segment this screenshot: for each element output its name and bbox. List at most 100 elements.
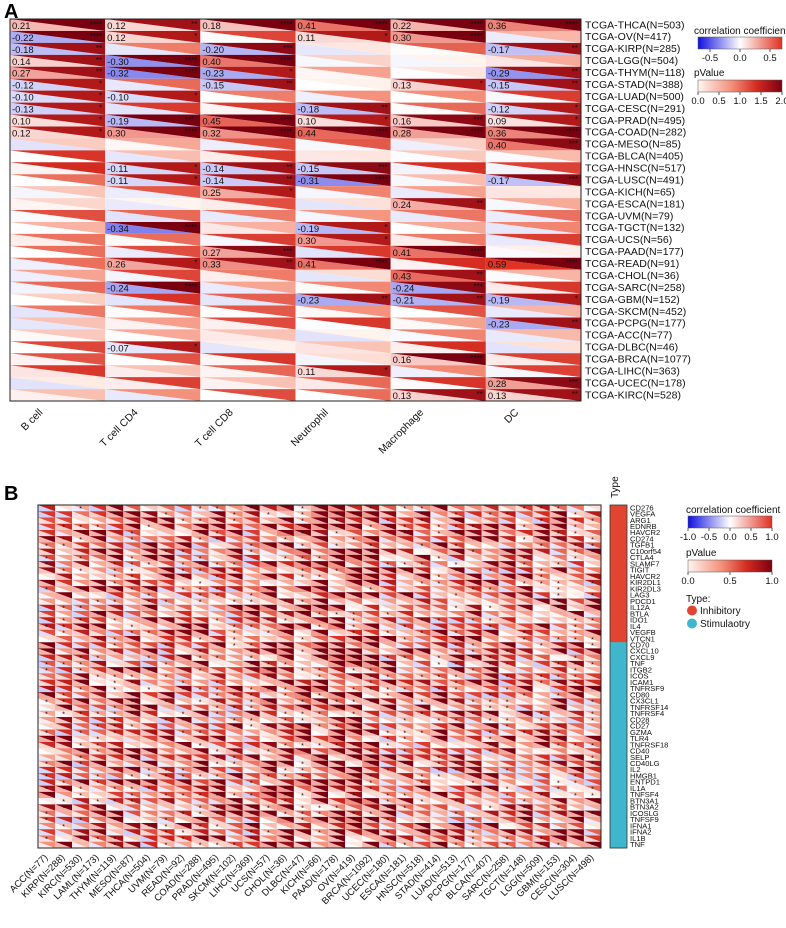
cell-significance-label: ** [96,68,102,77]
cell-pvalue-triangle [140,611,158,618]
cell-pvalue-triangle [583,517,601,524]
cell-pvalue-triangle [481,548,499,555]
significance-mark: * [455,531,458,538]
cell-corr-triangle [396,635,414,643]
cell-corr-triangle [200,90,296,103]
cell-pvalue-triangle [174,660,192,668]
significance-mark: * [96,674,99,681]
cell-pvalue-triangle [157,573,175,580]
significance-mark: * [233,631,236,638]
significance-mark: * [216,687,219,694]
cell-pvalue-triangle [583,505,601,512]
cell-corr-triangle [549,635,567,643]
cell-significance-label: **** [375,20,387,29]
cell-pvalue-triangle [532,523,550,530]
cell-pvalue-triangle [549,542,567,549]
significance-mark: * [335,518,338,525]
cell-corr-triangle [515,629,533,636]
cell-pvalue-triangle [259,517,277,524]
cell-pvalue-triangle [481,586,499,593]
cell-corr-triangle [532,673,550,680]
cell-pvalue-triangle [447,648,465,655]
cell-pvalue-triangle [295,257,391,270]
significance-mark: * [130,631,133,638]
cell-corr-triangle [485,114,581,127]
cell-corr-triangle [295,138,391,151]
cell-coefficient-label: -0.18 [12,45,34,56]
cell-pvalue-triangle [379,660,397,668]
cell-corr-triangle [208,617,226,624]
cell-pvalue-triangle [242,536,260,543]
cell-corr-triangle [549,579,567,587]
cell-corr-triangle [276,517,294,524]
cell-pvalue-triangle [10,221,106,234]
cell-pvalue-triangle [242,579,260,587]
cell-corr-triangle [532,592,550,599]
cell-pvalue-triangle [515,679,533,686]
cell-pvalue-triangle [191,629,209,636]
cell-pvalue-triangle [225,542,243,549]
cell-pvalue-triangle [105,377,201,390]
cell-significance-label: * [385,115,388,124]
cell-pvalue-triangle [106,667,124,674]
significance-mark: * [472,843,475,850]
cell-pvalue-triangle [157,517,175,524]
cell-pvalue-triangle [396,523,414,530]
cell-coefficient-label: 0.14 [12,57,31,68]
cell-pvalue-triangle [396,660,414,668]
cell-pvalue-triangle [157,635,175,643]
significance-mark: * [472,649,475,656]
cell-corr-triangle [485,365,581,378]
cell-pvalue-triangle [485,353,581,366]
cell-corr-triangle [379,635,397,643]
significance-mark: * [79,568,82,575]
cell-pvalue-triangle [140,567,158,574]
cell-pvalue-triangle [379,617,397,624]
cell-pvalue-triangle [293,667,311,674]
cell-pvalue-triangle [345,654,363,661]
cell-pvalue-triangle [106,611,124,618]
cell-corr-triangle [485,54,581,67]
type-bar-segment [610,573,627,581]
cell-pvalue-triangle [72,561,90,568]
cell-pvalue-triangle [106,579,124,587]
cell-coefficient-label: 0.26 [107,260,126,271]
cell-pvalue-triangle [72,617,90,624]
cell-corr-triangle [532,548,550,555]
significance-mark: * [420,674,423,681]
cell-corr-triangle [328,654,346,661]
significance-mark: * [165,512,168,519]
cell-corr-triangle [276,505,294,512]
cell-corr-triangle [583,561,601,568]
cell-pvalue-triangle [362,561,380,568]
cell-pvalue-triangle [515,511,533,518]
cell-pvalue-triangle [105,78,201,91]
significance-mark: * [199,656,202,663]
cell-pvalue-triangle [259,586,277,593]
cell-corr-triangle [225,667,243,674]
cell-pvalue-triangle [328,698,346,705]
cell-pvalue-triangle [208,648,226,655]
cell-pvalue-triangle [447,629,465,636]
cell-corr-triangle [208,623,226,630]
cell-pvalue-triangle [276,586,294,593]
cell-pvalue-triangle [276,679,294,686]
significance-mark: * [130,568,133,575]
cell-pvalue-triangle [485,138,581,151]
cell-pvalue-triangle [515,573,533,580]
cell-pvalue-triangle [498,567,516,574]
significance-mark: * [455,843,458,850]
significance-mark: * [284,556,287,563]
cell-corr-triangle [242,529,260,537]
significance-mark: * [369,556,372,563]
cell-pvalue-triangle [276,567,294,574]
cell-pvalue-triangle [295,162,391,175]
significance-mark: * [199,699,202,706]
cell-significance-label: ** [477,390,483,399]
cell-corr-triangle [293,667,311,674]
cell-corr-triangle [89,579,107,587]
cell-pvalue-triangle [174,511,192,518]
significance-mark: * [472,537,475,544]
type-bar-segment [610,654,627,662]
cell-pvalue-triangle [379,548,397,555]
